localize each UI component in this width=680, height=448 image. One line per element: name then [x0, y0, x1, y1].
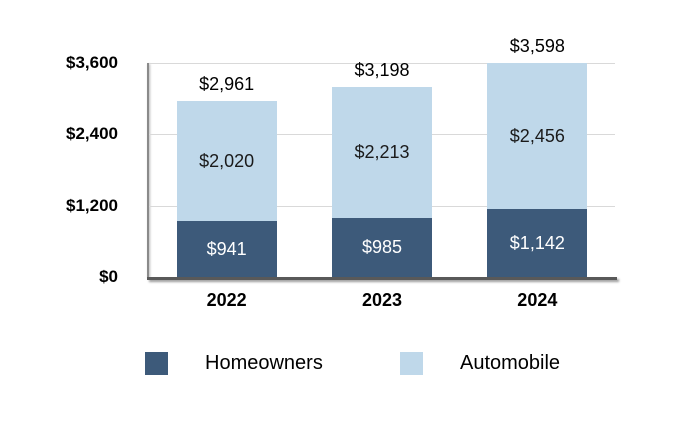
segment-label: $1,142 — [509, 232, 565, 253]
legend-item-automobile: Automobile — [400, 351, 560, 375]
bar-stack-2024: $3,598 $2,456 $1,142 — [487, 36, 588, 277]
segment-homeowners-2022: $941 — [176, 221, 277, 277]
x-tick-label-2023: 2023 — [361, 290, 403, 310]
y-axis: $0 $1,200 $2,400 $3,600 — [0, 53, 118, 286]
x-axis: 2022 2023 2024 — [149, 290, 615, 314]
gridline — [149, 63, 615, 64]
total-label-2022: $2,961 — [199, 74, 255, 94]
segment-label: $941 — [206, 238, 247, 259]
bar-stack-2023: $3,198 $2,213 $985 — [332, 60, 432, 277]
segment-homeowners-2024: $1,142 — [487, 209, 588, 277]
x-axis-line — [147, 277, 617, 280]
legend-swatch-automobile — [400, 351, 423, 375]
y-tick-label: $2,400 — [66, 124, 118, 144]
legend-label-automobile: Automobile — [460, 351, 561, 374]
legend-label-homeowners: Homeowners — [205, 351, 323, 374]
segment-automobile-2024: $2,456 — [487, 63, 588, 210]
total-label-2024: $3,598 — [509, 36, 565, 57]
segment-label: $2,213 — [354, 142, 410, 163]
y-axis-line — [147, 63, 149, 277]
legend: Homeowners Automobile — [0, 351, 680, 377]
x-tick-label-2022: 2022 — [206, 290, 247, 310]
segment-label: $2,020 — [199, 150, 255, 171]
total-label-2023: $3,198 — [354, 59, 410, 80]
segment-label: $2,456 — [509, 125, 565, 146]
legend-swatch-homeowners — [145, 351, 168, 375]
legend-item-homeowners: Homeowners — [145, 351, 323, 375]
x-tick-label-2024: 2024 — [517, 290, 558, 310]
y-tick-label: $3,600 — [66, 53, 118, 72]
plot-area: $2,961 $2,020 $941 $3,198 $2,213 $985 $3,598 $2… — [149, 36, 615, 277]
segment-homeowners-2023: $985 — [332, 218, 432, 277]
segment-automobile-2023: $2,213 — [332, 86, 432, 219]
y-tick-label: $1,200 — [66, 195, 118, 215]
y-tick-label: $0 — [99, 267, 118, 286]
segment-label: $985 — [361, 237, 403, 258]
segment-automobile-2022: $2,020 — [176, 101, 277, 222]
bar-stack-2022: $2,961 $2,020 $941 — [176, 74, 277, 277]
